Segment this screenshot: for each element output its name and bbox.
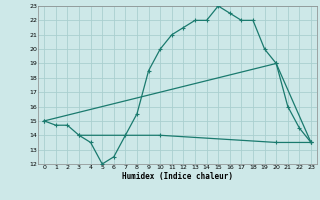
X-axis label: Humidex (Indice chaleur): Humidex (Indice chaleur) xyxy=(122,172,233,181)
